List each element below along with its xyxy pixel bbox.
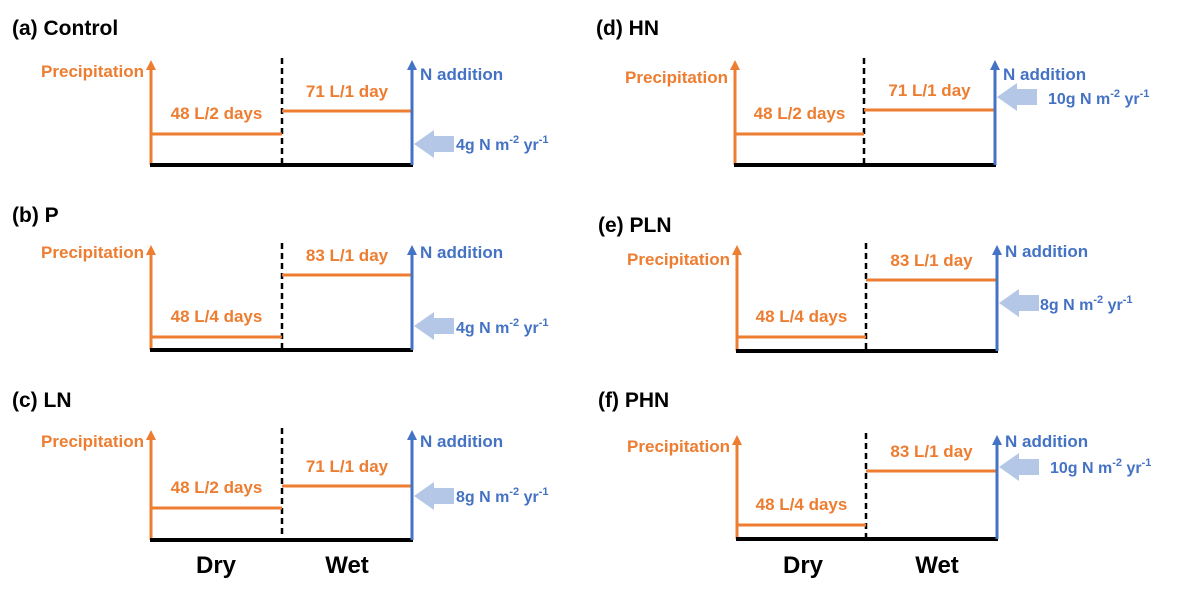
precipitation-arrow-icon [730,60,740,70]
wet-precipitation-label: 71 L/1 day [888,81,971,100]
precipitation-axis-label: Precipitation [627,250,730,269]
n-input-arrow-icon [999,289,1039,317]
dry-precipitation-label: 48 L/4 days [756,307,848,326]
n-addition-axis-label: N addition [420,243,503,262]
precipitation-arrow-icon [146,60,156,70]
n-rate-label: 4g N m-2 yr-1 [456,317,548,337]
dry-precipitation-label: 48 L/4 days [171,307,263,326]
n-rate-text: 4g N m [456,137,509,154]
n-rate-text: 8g N m [1040,297,1093,314]
dry-precipitation-label: 48 L/2 days [754,104,846,123]
precipitation-axis-label: Precipitation [627,437,730,456]
n-rate-exponent: -2 [509,486,519,498]
n-input-arrow-icon [414,130,454,158]
n-addition-axis-label: N addition [1005,242,1088,261]
n-addition-axis-label: N addition [1003,65,1086,84]
precipitation-axis-label: Precipitation [41,432,144,451]
phase-label-dry-right: Dry [783,552,824,579]
panel-title: (c) LN [12,389,72,412]
precipitation-axis-label: Precipitation [625,68,728,87]
n-rate-label: 10g N m-2 yr-1 [1050,457,1151,477]
n-addition-arrow-icon [407,430,417,440]
n-rate-exponent: -1 [1140,88,1150,100]
dry-precipitation-label: 48 L/2 days [171,104,263,123]
dry-precipitation-label: 48 L/2 days [171,478,263,497]
dry-precipitation-label: 48 L/4 days [756,495,848,514]
n-rate-text: yr [519,489,539,506]
wet-precipitation-label: 83 L/1 day [890,251,973,270]
precipitation-axis-label: Precipitation [41,243,144,262]
n-addition-axis-label: N addition [420,432,503,451]
n-rate-text: 10g N m [1048,91,1110,108]
wet-precipitation-label: 71 L/1 day [306,457,389,476]
n-addition-arrow-icon [990,60,1000,70]
wet-precipitation-label: 83 L/1 day [890,442,973,461]
n-rate-exponent: -2 [509,134,519,146]
panel-title: (e) PLN [598,214,672,237]
n-addition-arrow-icon [407,60,417,70]
phase-label-wet-left: Wet [325,552,369,579]
panel-title: (a) Control [12,17,118,40]
n-rate-label: 4g N m-2 yr-1 [456,134,548,154]
n-rate-text: yr [1122,460,1142,477]
n-rate-exponent: -2 [1110,88,1120,100]
precipitation-arrow-icon [732,245,742,255]
n-addition-arrow-icon [992,245,1002,255]
n-addition-arrow-icon [407,245,417,255]
n-rate-text: 4g N m [456,320,509,337]
n-addition-arrow-icon [992,435,1002,445]
panel-title: (d) HN [596,17,659,40]
n-rate-exponent: -2 [509,317,519,329]
n-rate-exponent: -1 [1142,457,1152,469]
phase-label-wet-right: Wet [915,552,959,579]
n-addition-axis-label: N addition [1005,432,1088,451]
n-rate-text: yr [1120,91,1140,108]
n-rate-label: 10g N m-2 yr-1 [1048,88,1149,108]
phase-label-dry-left: Dry [196,552,237,579]
panel-title: (f) PHN [598,389,669,412]
wet-precipitation-label: 83 L/1 day [306,246,389,265]
n-rate-exponent: -2 [1112,457,1122,469]
n-rate-text: yr [519,137,539,154]
n-rate-text: yr [519,320,539,337]
n-rate-text: 8g N m [456,489,509,506]
panel-title: (b) P [12,204,59,227]
n-rate-label: 8g N m-2 yr-1 [1040,294,1132,314]
n-input-arrow-icon [414,312,454,340]
n-input-arrow-icon [414,482,454,510]
precipitation-arrow-icon [146,245,156,255]
n-rate-exponent: -1 [539,486,549,498]
precipitation-axis-label: Precipitation [41,62,144,81]
wet-precipitation-label: 71 L/1 day [306,82,389,101]
n-rate-text: yr [1103,297,1123,314]
n-addition-axis-label: N addition [420,65,503,84]
n-rate-exponent: -1 [539,134,549,146]
n-rate-label: 8g N m-2 yr-1 [456,486,548,506]
n-rate-text: 10g N m [1050,460,1112,477]
n-input-arrow-icon [999,453,1039,481]
n-rate-exponent: -2 [1093,294,1103,306]
n-rate-exponent: -1 [1123,294,1133,306]
precipitation-arrow-icon [146,430,156,440]
precipitation-arrow-icon [732,435,742,445]
n-rate-exponent: -1 [539,317,549,329]
n-input-arrow-icon [997,83,1037,111]
